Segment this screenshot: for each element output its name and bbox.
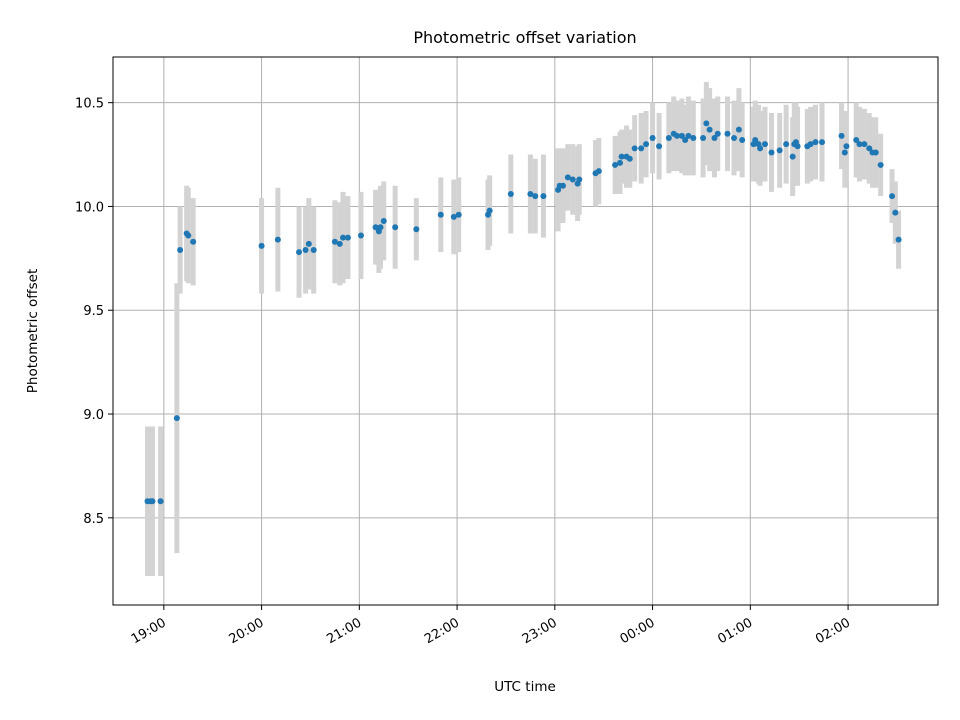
data-point bbox=[527, 191, 534, 197]
data-points bbox=[144, 120, 902, 505]
data-point bbox=[173, 415, 180, 422]
data-point bbox=[665, 134, 672, 141]
data-point bbox=[838, 132, 845, 139]
data-point bbox=[690, 134, 697, 141]
data-point bbox=[559, 182, 566, 189]
data-point bbox=[618, 153, 625, 160]
data-point bbox=[380, 217, 387, 224]
data-point bbox=[841, 149, 848, 156]
data-point bbox=[643, 141, 650, 148]
data-point bbox=[789, 153, 796, 160]
data-point bbox=[336, 240, 343, 247]
data-point bbox=[357, 232, 364, 239]
data-point bbox=[340, 234, 347, 241]
data-point bbox=[807, 141, 814, 148]
data-point bbox=[185, 232, 192, 239]
data-point bbox=[877, 161, 884, 168]
data-point bbox=[296, 249, 303, 256]
data-point bbox=[532, 193, 539, 200]
y-tick-label: 8.5 bbox=[83, 512, 104, 527]
data-point bbox=[344, 234, 351, 241]
data-point bbox=[507, 191, 514, 197]
data-point bbox=[735, 126, 742, 133]
data-point bbox=[377, 224, 384, 231]
data-point bbox=[812, 139, 819, 146]
data-point bbox=[794, 143, 801, 150]
data-point bbox=[757, 145, 764, 152]
data-point bbox=[576, 176, 583, 183]
data-point bbox=[372, 224, 379, 231]
data-point bbox=[437, 211, 444, 218]
data-point bbox=[157, 498, 164, 505]
data-point bbox=[843, 143, 850, 150]
data-point bbox=[540, 193, 547, 200]
y-tick-label: 10.5 bbox=[75, 97, 104, 112]
data-point bbox=[177, 247, 184, 254]
y-axis-ticks: 8.5 9.0 9.5 10.0 10.5 bbox=[75, 97, 113, 527]
data-point bbox=[739, 137, 746, 144]
data-point bbox=[724, 130, 731, 137]
data-point bbox=[274, 236, 281, 243]
data-point bbox=[190, 238, 197, 245]
y-tick-label: 9.5 bbox=[83, 304, 104, 319]
chart-title: Photometric offset variation bbox=[413, 28, 636, 47]
data-point bbox=[392, 224, 399, 231]
data-point bbox=[703, 120, 710, 127]
data-point bbox=[872, 149, 879, 156]
data-point bbox=[631, 145, 638, 152]
data-point bbox=[731, 134, 738, 141]
data-point bbox=[656, 143, 663, 150]
data-point bbox=[595, 168, 602, 175]
plot-frame bbox=[112, 56, 939, 606]
data-point bbox=[682, 137, 689, 144]
data-point bbox=[678, 132, 685, 139]
data-point bbox=[626, 155, 633, 162]
data-point bbox=[674, 132, 681, 139]
data-point bbox=[310, 247, 317, 254]
y-tick-label: 10.0 bbox=[75, 200, 104, 215]
data-point bbox=[564, 174, 571, 181]
data-point bbox=[861, 141, 868, 148]
data-point bbox=[853, 137, 860, 144]
data-point bbox=[455, 211, 462, 218]
data-point bbox=[856, 141, 863, 148]
data-point bbox=[895, 236, 902, 243]
data-point bbox=[305, 240, 312, 247]
data-point bbox=[706, 126, 713, 133]
data-point bbox=[450, 213, 457, 220]
data-point bbox=[685, 132, 692, 139]
x-axis-label: UTC time bbox=[494, 679, 556, 695]
y-axis-label: Photometric offset bbox=[25, 269, 41, 393]
data-point bbox=[413, 226, 420, 233]
data-point bbox=[638, 145, 645, 152]
y-tick-label: 9.0 bbox=[83, 408, 104, 423]
data-point bbox=[649, 134, 656, 141]
data-point bbox=[302, 247, 309, 254]
data-point bbox=[331, 238, 338, 245]
data-point bbox=[866, 145, 873, 152]
data-point bbox=[711, 134, 718, 141]
data-point bbox=[700, 134, 707, 141]
data-point bbox=[892, 209, 899, 216]
data-point bbox=[569, 176, 576, 183]
data-point bbox=[761, 141, 768, 148]
data-point bbox=[149, 498, 156, 505]
data-point bbox=[612, 161, 619, 168]
data-point bbox=[776, 147, 783, 154]
data-point bbox=[258, 242, 265, 249]
data-point bbox=[714, 130, 721, 137]
data-point bbox=[819, 139, 826, 146]
data-point bbox=[486, 207, 493, 214]
data-point bbox=[768, 149, 775, 156]
data-point bbox=[783, 141, 790, 148]
data-point bbox=[889, 193, 896, 200]
data-point bbox=[752, 137, 759, 144]
data-point bbox=[616, 159, 623, 166]
